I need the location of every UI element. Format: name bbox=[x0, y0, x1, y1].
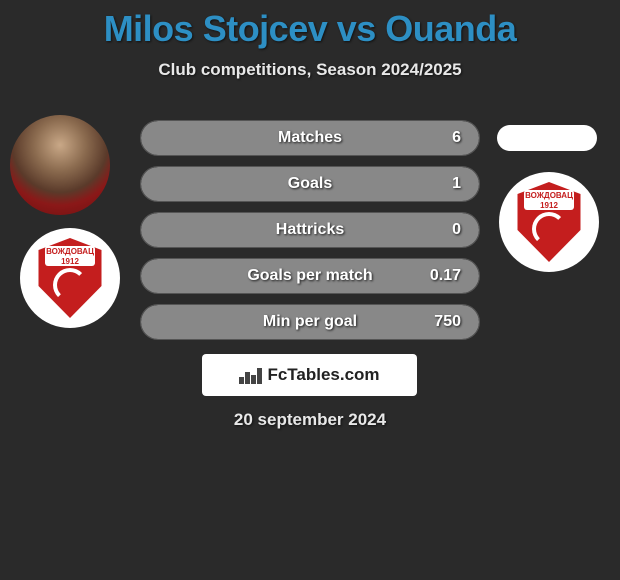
brand-badge[interactable]: FcTables.com bbox=[202, 354, 417, 396]
club-crest-left: ВОЖДОВАЦ1912 bbox=[20, 228, 120, 328]
subtitle: Club competitions, Season 2024/2025 bbox=[0, 60, 620, 80]
stat-value: 0.17 bbox=[430, 267, 461, 285]
crest-text: ВОЖДОВАЦ1912 bbox=[524, 190, 574, 210]
stat-row-min-per-goal: Min per goal 750 bbox=[140, 304, 480, 340]
stat-label: Goals per match bbox=[247, 267, 372, 285]
stat-row-hattricks: Hattricks 0 bbox=[140, 212, 480, 248]
crest-shape: ВОЖДОВАЦ1912 bbox=[35, 238, 105, 318]
stat-label: Hattricks bbox=[276, 221, 344, 239]
player-photo-right bbox=[497, 125, 597, 151]
player-photo-left bbox=[10, 115, 110, 215]
stat-row-goals: Goals 1 bbox=[140, 166, 480, 202]
stat-value: 6 bbox=[452, 129, 461, 147]
stat-label: Min per goal bbox=[263, 313, 357, 331]
stat-label: Matches bbox=[278, 129, 342, 147]
crest-shape: ВОЖДОВАЦ1912 bbox=[514, 182, 584, 262]
date-label: 20 september 2024 bbox=[234, 410, 386, 430]
stat-row-goals-per-match: Goals per match 0.17 bbox=[140, 258, 480, 294]
stat-value: 750 bbox=[434, 313, 461, 331]
stat-row-matches: Matches 6 bbox=[140, 120, 480, 156]
page-title: Milos Stojcev vs Ouanda bbox=[0, 0, 620, 50]
stat-value: 0 bbox=[452, 221, 461, 239]
crest-emblem bbox=[532, 212, 566, 246]
stats-container: Matches 6 Goals 1 Hattricks 0 Goals per … bbox=[140, 120, 480, 350]
brand-label: FcTables.com bbox=[267, 365, 379, 385]
club-crest-right: ВОЖДОВАЦ1912 bbox=[499, 172, 599, 272]
stat-label: Goals bbox=[288, 175, 332, 193]
crest-text: ВОЖДОВАЦ1912 bbox=[45, 246, 95, 266]
crest-emblem bbox=[53, 268, 87, 302]
chart-icon bbox=[239, 366, 261, 384]
stat-value: 1 bbox=[452, 175, 461, 193]
